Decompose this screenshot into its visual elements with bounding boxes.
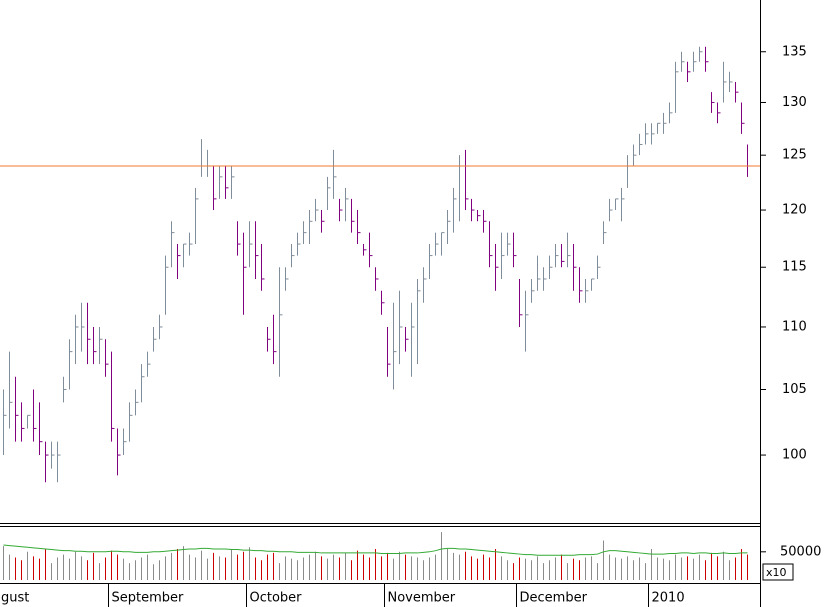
multiplier-box (762, 563, 794, 581)
volume-average (3, 544, 748, 556)
y-tick-label: 115 (782, 260, 807, 275)
y-tick-label: 130 (782, 95, 807, 110)
volume-multiplier: x10 (766, 566, 787, 579)
y-tick-label: 50000 (780, 544, 821, 559)
y-tick-label: 110 (782, 319, 807, 334)
x-tick-label: December (520, 591, 588, 606)
x-tick-label: gust (1, 591, 29, 606)
x-tick-label: September (112, 591, 185, 606)
y-tick-label: 105 (782, 382, 807, 397)
y-tick-label: 120 (782, 203, 807, 218)
y-tick-label: 135 (782, 44, 807, 59)
x-tick-label: November (388, 591, 456, 606)
x-tick-label: October (250, 591, 303, 606)
x-tick-label: 2010 (652, 591, 685, 606)
y-tick-label: 100 (782, 448, 807, 463)
y-tick-label: 125 (782, 148, 807, 163)
